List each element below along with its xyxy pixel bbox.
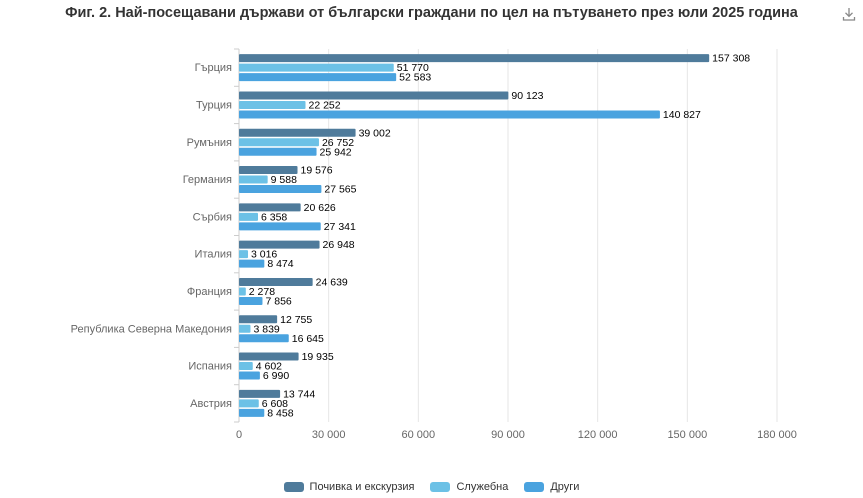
data-label: 27 341 [324,221,356,233]
chart-legend: Почивка и екскурзия Служебна Други [0,481,863,493]
bar [239,352,299,361]
data-label: 19 935 [302,351,334,363]
data-label: 8 474 [267,258,293,270]
bar [239,287,246,296]
bar [239,334,289,343]
bar [239,54,710,63]
legend-label: Почивка и екскурзия [309,481,415,493]
x-tick-label: 150 000 [667,429,707,441]
bar [239,147,317,156]
data-label: 26 948 [323,239,355,251]
bar [239,128,356,137]
bar [239,362,253,371]
data-label: 2 278 [249,286,275,298]
bar [239,315,278,324]
legend-swatch [283,482,304,492]
legend-swatch [524,482,545,492]
bar [239,203,301,212]
x-tick-label: 0 [236,429,242,441]
data-label: 52 583 [399,72,431,84]
data-label: 27 565 [324,184,356,196]
data-label: 9 588 [271,174,297,186]
bar [239,324,251,333]
legend-item[interactable]: Други [524,481,579,493]
bar [239,100,306,109]
bar [239,175,268,184]
data-label: 140 827 [663,109,701,121]
data-label: 39 002 [359,127,391,139]
data-label: 25 942 [320,146,352,158]
bar [239,250,249,259]
data-label: 4 602 [256,361,282,373]
data-label: 3 016 [251,249,277,261]
data-label: 22 252 [309,99,341,111]
bar [239,222,321,231]
legend-item[interactable]: Почивка и екскурзия [283,481,415,493]
bar [239,399,259,408]
data-label: 7 856 [265,295,291,307]
x-tick-label: 30 000 [312,429,346,441]
bar [239,110,660,119]
x-tick-label: 90 000 [491,429,525,441]
category-label: Испания [188,361,232,373]
bar [239,73,397,82]
bar [239,240,320,249]
bar [239,259,265,268]
x-tick-label: 180 000 [757,429,797,441]
data-label: 8 458 [267,407,293,419]
data-label: 26 752 [322,137,354,149]
data-label: 90 123 [511,90,543,102]
data-label: 6 608 [262,398,288,410]
download-icon[interactable] [841,6,857,22]
bar [239,408,265,417]
legend-label: Служебна [456,481,509,493]
data-label: 13 744 [283,388,315,400]
bar [239,138,319,147]
data-label: 24 639 [316,276,348,288]
bar [239,389,281,398]
x-tick-label: 60 000 [402,429,436,441]
category-label: Франция [187,286,232,298]
legend-swatch [430,482,451,492]
bar [239,166,298,175]
data-label: 16 645 [292,333,324,345]
bar [239,371,260,380]
category-label: Италия [195,249,233,261]
category-label: Република Северна Македония [71,323,232,335]
data-label: 6 358 [261,211,287,223]
data-label: 6 990 [263,370,289,382]
category-label: Турция [196,99,232,111]
bar [239,212,259,221]
category-label: Гърция [195,62,232,74]
category-label: Сърбия [193,211,232,223]
legend-item[interactable]: Служебна [430,481,508,493]
data-label: 12 755 [280,314,312,326]
bar [239,296,263,305]
bar [239,277,313,286]
x-tick-label: 120 000 [578,429,618,441]
data-label: 20 626 [304,202,336,214]
bar [239,185,322,194]
data-label: 19 576 [301,165,333,177]
bar [239,91,509,100]
category-label: Германия [183,174,232,186]
category-label: Румъния [187,137,232,149]
chart-title: Фиг. 2. Най-посещавани държави от българ… [65,5,798,21]
legend-label: Други [550,481,580,493]
data-label: 3 839 [253,323,279,335]
data-label: 157 308 [712,53,750,65]
bar [239,63,394,72]
category-label: Австрия [190,398,232,410]
data-label: 51 770 [397,62,429,74]
